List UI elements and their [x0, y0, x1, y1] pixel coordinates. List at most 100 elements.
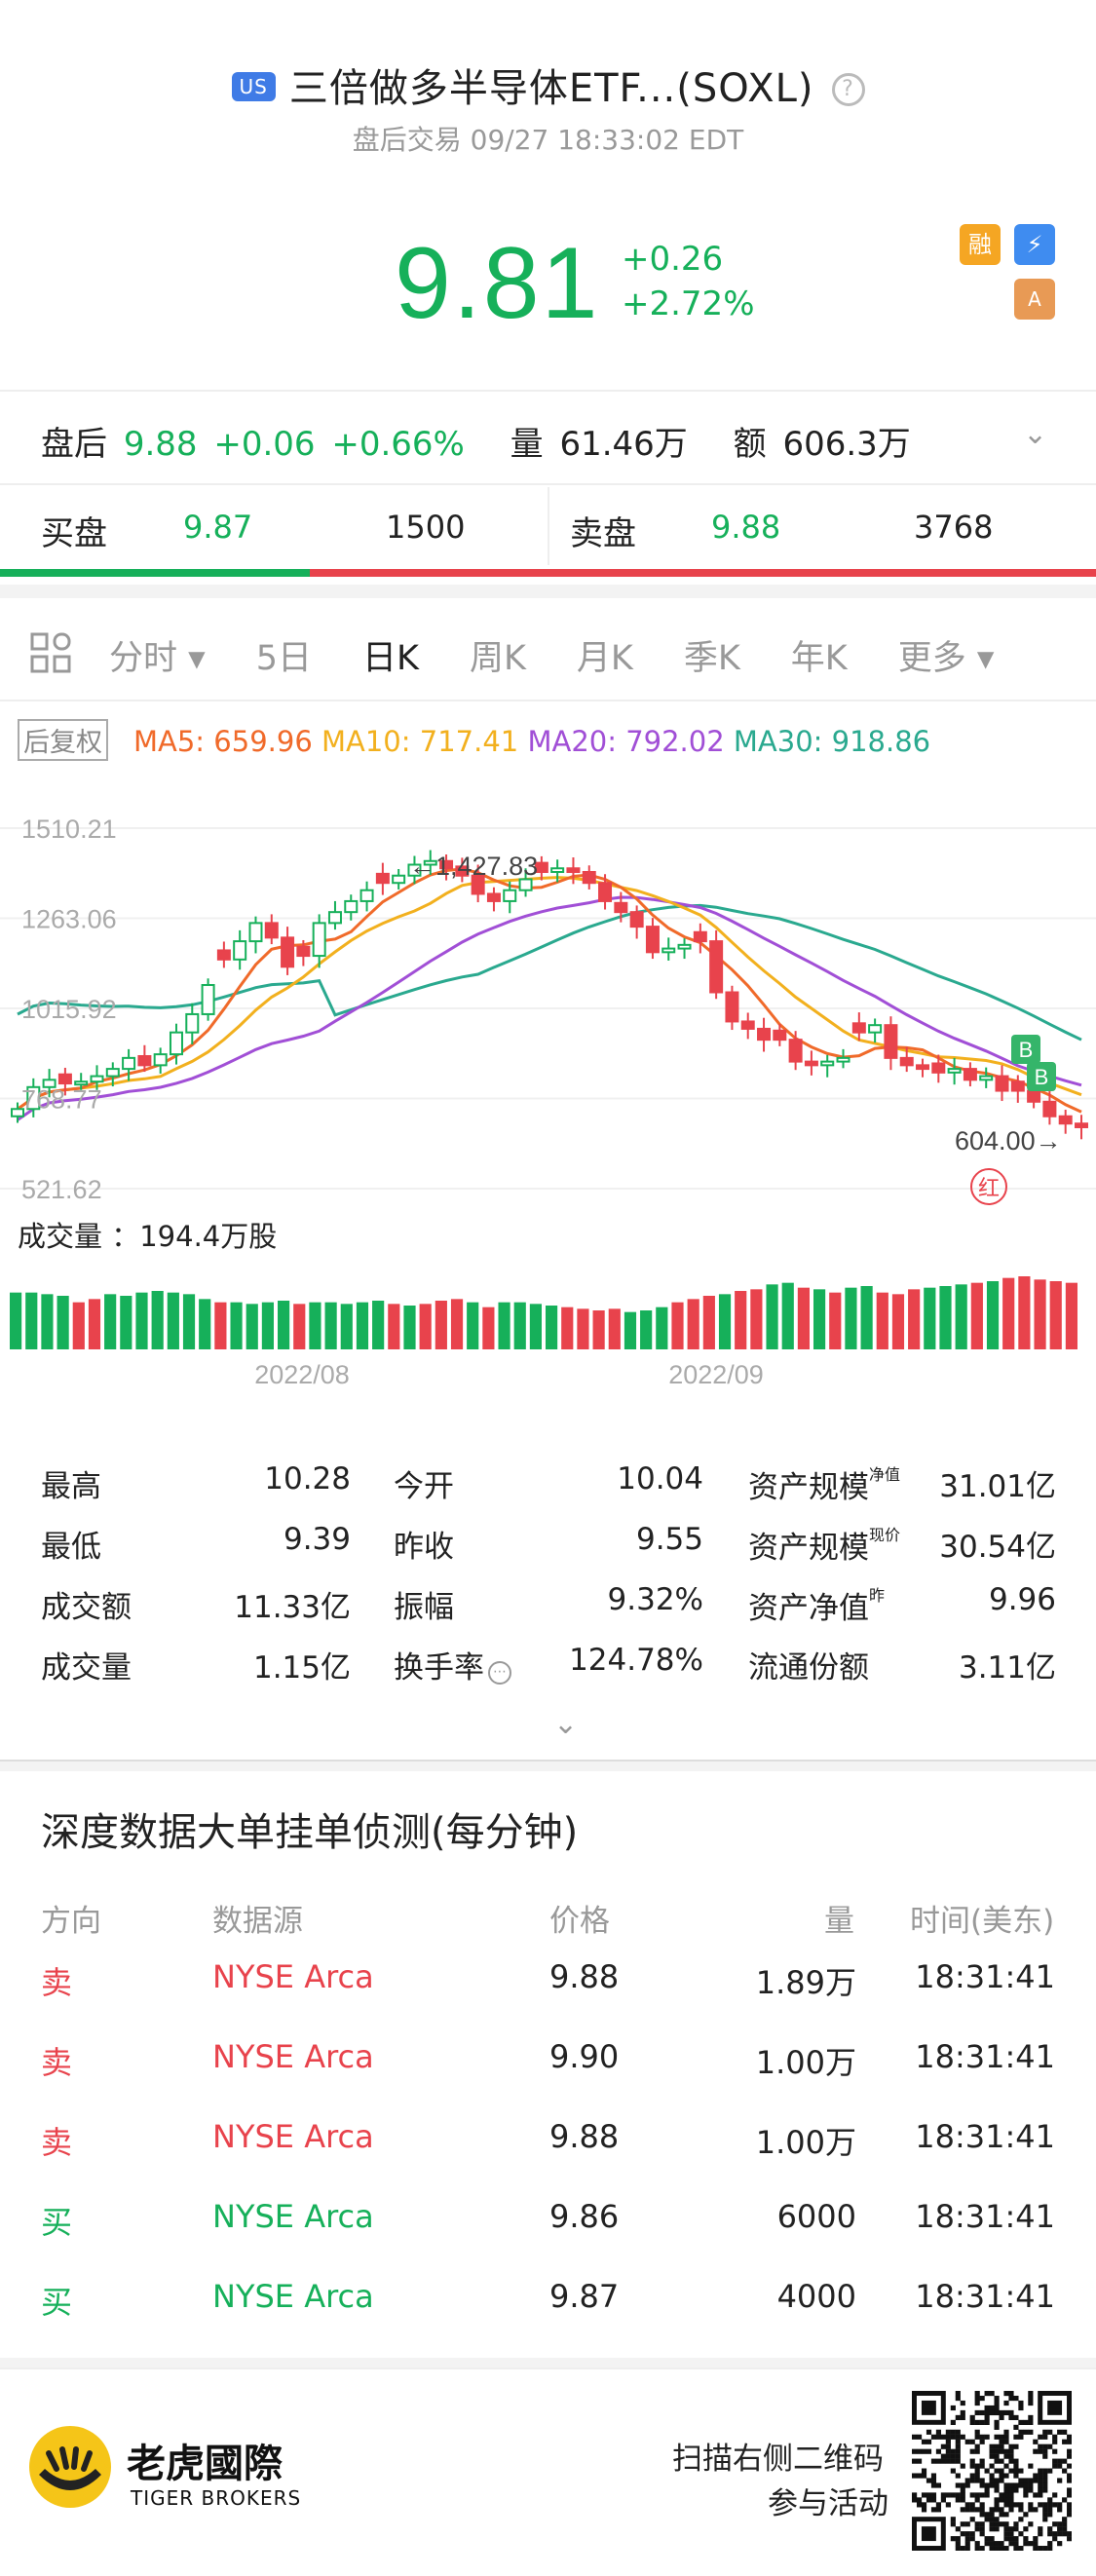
- divider: [548, 487, 549, 565]
- volume-bar: [57, 1296, 69, 1349]
- volume-bar: [766, 1284, 778, 1349]
- volume-bar: [1002, 1277, 1015, 1349]
- candle-body: [137, 1054, 152, 1067]
- tab-yearly-k[interactable]: 年K: [790, 638, 848, 678]
- cell-source: NYSE Arca: [212, 1958, 374, 1995]
- col-header-source: 数据源: [212, 1904, 303, 1939]
- stat-label-text: 资产规模: [748, 1470, 869, 1505]
- grid-layout-icon[interactable]: [29, 631, 72, 678]
- ask-label: 卖盘: [570, 514, 636, 553]
- divider: [0, 700, 1096, 701]
- volume-bar: [687, 1299, 699, 1349]
- x-tick-label: 2022/09: [668, 1360, 764, 1389]
- stat-value: 9.96: [988, 1582, 1056, 1617]
- stat-label-text: 振幅: [394, 1590, 454, 1625]
- help-icon[interactable]: ?: [831, 73, 865, 106]
- stat-value: 31.01亿: [939, 1469, 1056, 1504]
- candle-body: [296, 945, 311, 958]
- volume-bar: [797, 1287, 810, 1349]
- volume-bar: [293, 1304, 306, 1349]
- stat-label: 资产规模净值: [748, 1461, 900, 1506]
- volume-bar: [41, 1294, 54, 1349]
- candle-body: [899, 1056, 914, 1067]
- volume-bar: [230, 1302, 243, 1349]
- cell-side: 买: [41, 2204, 73, 2241]
- candle-body: [693, 930, 707, 943]
- adjustment-badge[interactable]: 后复权: [18, 719, 108, 761]
- cell-qty: 6000: [776, 2198, 856, 2235]
- bid-ask-ratio-bar: [0, 569, 1096, 577]
- stat-value: 11.33亿: [234, 1590, 351, 1625]
- tab-more[interactable]: 更多 ▾: [897, 638, 995, 678]
- red-marker: [970, 1168, 1007, 1205]
- deep-data-table: 卖 NYSE Arca 9.88 1.89万 18:31:41 卖 NYSE Arca 9.9…: [0, 1958, 1096, 2348]
- stat-label: 振幅: [394, 1582, 454, 1626]
- cell-time: 18:31:41: [915, 2118, 1055, 2155]
- candle-body: [709, 940, 724, 994]
- stat-label: 最高: [41, 1461, 101, 1505]
- candle-body: [185, 1012, 200, 1034]
- ma20-value: MA20: 792.02: [527, 725, 725, 758]
- divider: [0, 483, 1096, 485]
- tab-weekly-k[interactable]: 周K: [469, 638, 526, 678]
- candle-body: [264, 922, 279, 939]
- candle-body: [26, 1085, 41, 1111]
- volume-bar: [151, 1291, 164, 1349]
- after-hours-row[interactable]: 盘后 9.88 +0.06 +0.66% 量 61.46万 额 606.3万: [41, 417, 917, 465]
- chevron-down-icon[interactable]: ⌄: [1023, 417, 1048, 451]
- tab-5day[interactable]: 5日: [255, 638, 312, 678]
- volume-bar: [467, 1302, 479, 1349]
- cell-price: 9.88: [549, 1958, 620, 1995]
- deep-data-title: 深度数据大单挂单侦测(每分钟): [41, 1810, 579, 1855]
- volume-bar: [970, 1282, 983, 1349]
- volume-bar: [88, 1299, 101, 1349]
- divider: [0, 1760, 1096, 1762]
- tab-quarterly-k[interactable]: 季K: [683, 638, 740, 678]
- volume-bar: [1049, 1281, 1062, 1349]
- bid-price: 9.87: [183, 509, 253, 546]
- volume-bar: [671, 1302, 684, 1349]
- candle-body: [836, 1056, 850, 1063]
- qr-code[interactable]: [912, 2391, 1073, 2555]
- section-gap: [0, 585, 1096, 598]
- candlestick-chart[interactable]: 1510.21 1263.06 1015.92 768.77 521.62 ←1,427.…: [0, 799, 1096, 1403]
- stat-label-text: 昨收: [394, 1530, 454, 1565]
- after-hours-amt: 606.3万: [782, 425, 911, 464]
- candle-body: [486, 892, 501, 902]
- candle-body: [105, 1068, 120, 1078]
- trading-session-subtitle: 盘后交易 09/27 18:33:02 EDT: [352, 124, 744, 156]
- candle-body: [725, 991, 739, 1023]
- tab-daily-k[interactable]: 日K: [361, 638, 419, 678]
- cell-time: 18:31:41: [915, 2198, 1055, 2235]
- low-price-label: 604.00→: [955, 1126, 1062, 1155]
- tab-intraday[interactable]: 分时 ▾: [109, 638, 206, 678]
- volume-bar: [640, 1310, 653, 1349]
- footer: 老虎國際 TIGER BROKERS 扫描右侧二维码 参与活动: [0, 2368, 1096, 2576]
- candle-body: [471, 874, 485, 895]
- volume-bar: [135, 1292, 148, 1349]
- cell-time: 18:31:41: [915, 2038, 1055, 2075]
- candle-body: [1058, 1115, 1073, 1125]
- volume-bar: [1018, 1276, 1031, 1349]
- tab-monthly-k[interactable]: 月K: [576, 638, 633, 678]
- cell-source: NYSE Arca: [212, 2118, 374, 2155]
- stat-label-text: 流通份额: [748, 1650, 869, 1686]
- expand-chevron-icon[interactable]: ⌄: [553, 1707, 579, 1741]
- candle-body: [868, 1024, 883, 1034]
- cell-price: 9.86: [549, 2198, 620, 2235]
- col-header-side: 方向: [41, 1904, 101, 1939]
- volume-bar: [403, 1306, 416, 1349]
- volume-bar: [1034, 1279, 1046, 1349]
- volume-bar: [624, 1311, 637, 1349]
- cell-qty: 1.00万: [755, 2044, 856, 2081]
- red-marker-text: 红: [978, 1176, 1000, 1200]
- volume-bar: [104, 1294, 117, 1349]
- margin-icon[interactable]: 融: [960, 224, 1001, 265]
- layers-icon[interactable]: A: [1014, 279, 1055, 320]
- info-icon[interactable]: ⋯: [488, 1661, 511, 1685]
- flash-icon[interactable]: ⚡: [1014, 224, 1055, 265]
- after-hours-vol-label: 量: [510, 425, 544, 464]
- table-row: 卖 NYSE Arca 9.90 1.00万 18:31:41: [0, 2038, 1096, 2097]
- moving-average-legend: 后复权 MA5: 659.96 MA10: 717.41 MA20: 792.02…: [18, 719, 930, 761]
- volume-bar: [702, 1296, 715, 1349]
